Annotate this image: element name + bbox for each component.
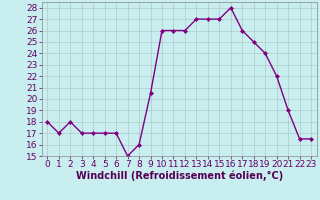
- X-axis label: Windchill (Refroidissement éolien,°C): Windchill (Refroidissement éolien,°C): [76, 171, 283, 181]
